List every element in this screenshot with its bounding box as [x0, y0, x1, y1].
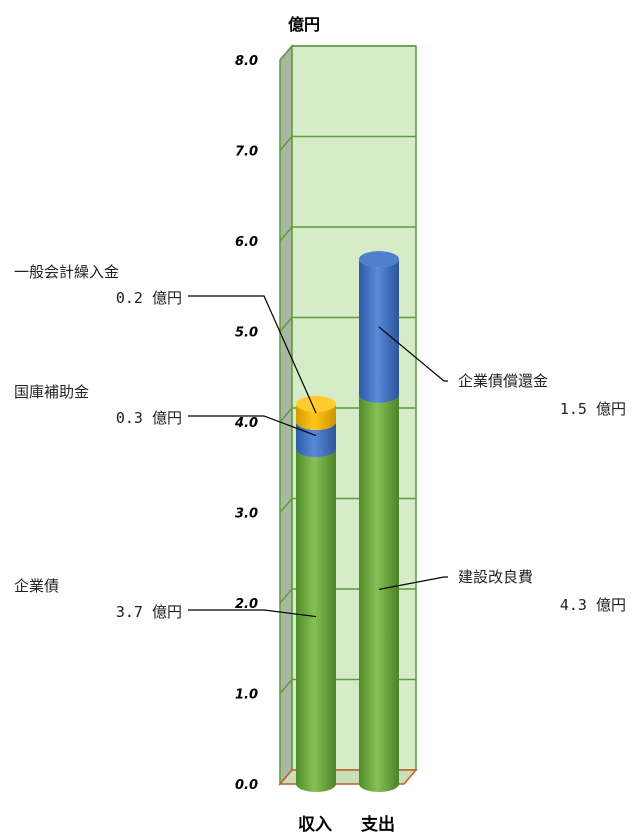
y-tick-label: 7.0: [235, 145, 258, 160]
gridline-diag: [279, 588, 293, 604]
annotation-name: 一般会計繰入金: [14, 263, 119, 281]
bar-top-cap-0: [296, 395, 336, 412]
gridline-diag: [279, 407, 293, 423]
y-axis-unit-label: 億円: [288, 15, 320, 34]
annotation-value: 4.3 億円: [560, 596, 626, 614]
annotation-name: 企業債償還金: [458, 372, 548, 390]
annotation-name: 企業債: [14, 577, 59, 595]
y-tick-label: 6.0: [235, 235, 258, 250]
annotation-value: 0.3 億円: [116, 409, 182, 427]
gridline-diag: [279, 498, 293, 513]
leader-line: [188, 415, 317, 437]
leader-line: [188, 609, 317, 618]
y-tick-label: 1.0: [235, 688, 258, 703]
gridline-diag: [279, 317, 293, 332]
bars: [296, 251, 399, 792]
bar-top-cap-1: [359, 251, 399, 268]
y-tick-label: 8.0: [235, 54, 258, 69]
y-tick-label: 5.0: [235, 326, 258, 341]
annotation-value: 3.7 億円: [116, 603, 182, 621]
y-tick-label: 2.0: [235, 597, 258, 612]
gridline-diag: [279, 226, 293, 242]
annotation-value: 1.5 億円: [560, 400, 626, 418]
annotation-leaders: [188, 295, 448, 618]
gridline-diag: [279, 679, 293, 694]
y-tick-label: 4.0: [234, 416, 258, 431]
bar-segment-0-1: [296, 422, 336, 458]
bar-segment-0-0: [296, 449, 336, 792]
leader-line: [188, 295, 317, 414]
category-label-income: 収入: [298, 815, 332, 835]
leader-line: [378, 576, 448, 591]
bar-segment-1-0: [359, 394, 399, 792]
annotation-name: 建設改良費: [458, 568, 533, 586]
gridline-diag: [279, 45, 293, 61]
annotation-name: 国庫補助金: [14, 383, 89, 401]
bar-segment-1-1: [359, 259, 399, 403]
leader-line: [378, 326, 448, 382]
annotation-value: 0.2 億円: [116, 289, 182, 307]
y-tick-label: 0.0: [235, 778, 258, 793]
gridline-diag: [279, 136, 293, 151]
y-axis-ticks: 0.0 1.0 2.0 3.0 4.0 5.0 6.0 7.0 8.0: [234, 54, 258, 793]
category-label-expense: 支出: [361, 814, 395, 835]
bar-segment-0-2: [296, 403, 336, 430]
y-tick-label: 3.0: [235, 507, 258, 522]
